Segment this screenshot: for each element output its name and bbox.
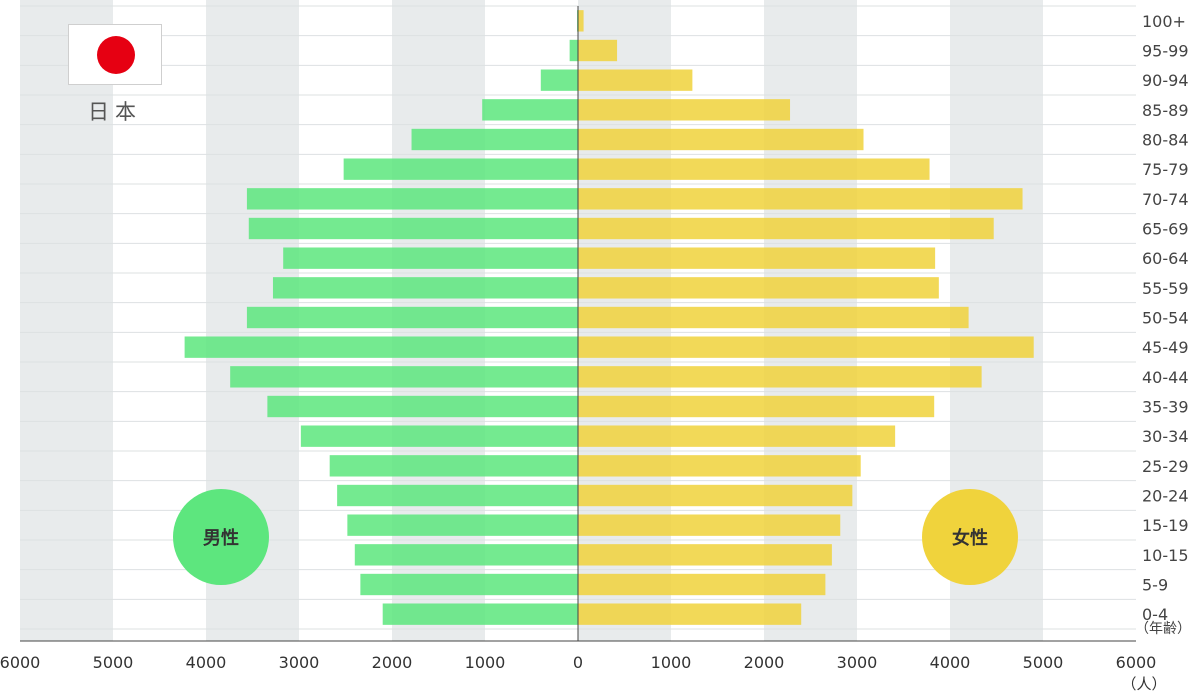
- female-legend-badge: 女性: [922, 489, 1018, 585]
- male-legend-badge: 男性: [173, 489, 269, 585]
- age-label: 35-39: [1142, 398, 1189, 417]
- female-bar-95-99: [578, 40, 617, 61]
- age-label: 20-24: [1142, 487, 1189, 506]
- x-tick-label: 6000: [0, 653, 40, 672]
- age-label: 45-49: [1142, 338, 1189, 357]
- x-tick-label: 3000: [837, 653, 878, 672]
- x-tick-label: 2000: [744, 653, 785, 672]
- male-bar-15-19: [347, 514, 578, 535]
- age-label: 55-59: [1142, 279, 1189, 298]
- x-tick-label: 1000: [465, 653, 506, 672]
- x-tick-label: 6000: [1116, 653, 1157, 672]
- age-label: 50-54: [1142, 309, 1189, 328]
- female-bar-100+: [578, 10, 584, 31]
- age-unit-label: （年齢）: [1135, 621, 1191, 637]
- female-bar-40-44: [578, 366, 982, 387]
- female-bar-35-39: [578, 396, 934, 417]
- female-bar-80-84: [578, 129, 864, 150]
- country-name: 日本: [68, 96, 162, 126]
- male-bar-75-79: [344, 158, 578, 179]
- male-bar-95-99: [570, 40, 578, 61]
- age-label: 75-79: [1142, 160, 1189, 179]
- male-bar-45-49: [185, 336, 578, 357]
- age-label: 90-94: [1142, 71, 1189, 90]
- x-tick-labels: 6000 5000 4000 3000 2000 1000 0 1000 2000 3000 400…: [0, 653, 1156, 672]
- age-label: 80-84: [1142, 131, 1189, 150]
- male-bar-90-94: [541, 69, 578, 90]
- male-bar-0-4: [383, 603, 578, 624]
- age-label: 70-74: [1142, 190, 1189, 209]
- age-labels: 100+ 95-99 90-94 85-89 80-84 75-79 70-74 65-69 6…: [1142, 12, 1189, 624]
- japan-flag-icon: [68, 24, 162, 85]
- female-bar-85-89: [578, 99, 790, 120]
- male-bar-35-39: [267, 396, 578, 417]
- female-bar-30-34: [578, 425, 895, 446]
- age-label: 100+: [1142, 12, 1186, 31]
- age-label: 95-99: [1142, 42, 1189, 61]
- male-bar-25-29: [330, 455, 578, 476]
- age-label: 25-29: [1142, 457, 1189, 476]
- age-label: 65-69: [1142, 220, 1189, 239]
- female-bar-0-4: [578, 603, 801, 624]
- female-bar-70-74: [578, 188, 1023, 209]
- age-label: 5-9: [1142, 576, 1168, 595]
- male-bar-30-34: [301, 425, 578, 446]
- x-tick-label: 5000: [1023, 653, 1064, 672]
- female-bar-15-19: [578, 514, 840, 535]
- age-label: 40-44: [1142, 368, 1189, 387]
- bars: [185, 10, 1034, 625]
- male-bar-50-54: [247, 307, 578, 328]
- x-tick-label: 0: [573, 653, 583, 672]
- age-label: 30-34: [1142, 427, 1189, 446]
- count-unit-label: （人）: [1121, 675, 1166, 693]
- female-bar-10-15: [578, 544, 832, 565]
- male-bar-5-9: [360, 574, 578, 595]
- age-label: 85-89: [1142, 101, 1189, 120]
- female-bar-90-94: [578, 69, 692, 90]
- female-bar-5-9: [578, 574, 825, 595]
- male-bar-55-59: [273, 277, 578, 298]
- male-bar-40-44: [230, 366, 578, 387]
- flag-disc: [97, 36, 135, 74]
- x-tick-label: 4000: [930, 653, 971, 672]
- age-label: 15-19: [1142, 516, 1189, 535]
- female-bar-60-64: [578, 247, 935, 268]
- x-tick-label: 1000: [651, 653, 692, 672]
- female-bar-65-69: [578, 218, 994, 239]
- x-tick-label: 5000: [93, 653, 134, 672]
- female-bar-20-24: [578, 485, 852, 506]
- female-bar-25-29: [578, 455, 861, 476]
- male-bar-10-15: [355, 544, 578, 565]
- male-bar-65-69: [249, 218, 578, 239]
- male-bar-70-74: [247, 188, 578, 209]
- male-bar-80-84: [412, 129, 578, 150]
- female-bar-75-79: [578, 158, 930, 179]
- x-tick-label: 3000: [279, 653, 320, 672]
- female-bar-55-59: [578, 277, 939, 298]
- age-label: 10-15: [1142, 546, 1189, 565]
- age-label: 60-64: [1142, 249, 1189, 268]
- x-tick-label: 4000: [186, 653, 227, 672]
- male-bar-85-89: [482, 99, 578, 120]
- male-bar-60-64: [283, 247, 578, 268]
- x-tick-label: 2000: [372, 653, 413, 672]
- male-bar-20-24: [337, 485, 578, 506]
- female-bar-50-54: [578, 307, 969, 328]
- female-bar-45-49: [578, 336, 1034, 357]
